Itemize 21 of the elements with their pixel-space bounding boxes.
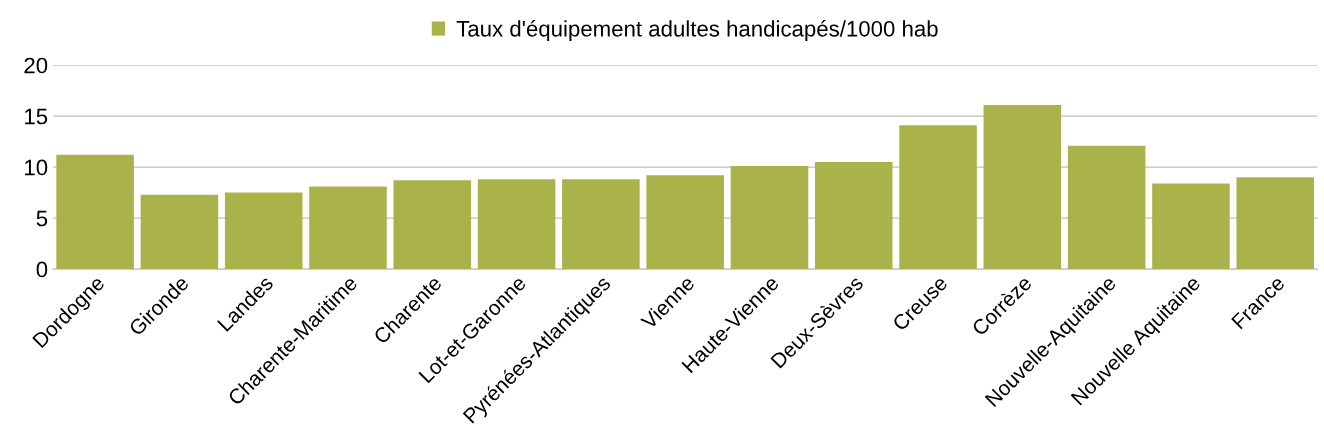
- bar: [1152, 183, 1230, 270]
- y-tick-label: 5: [36, 210, 48, 227]
- bar: [562, 179, 640, 270]
- bar: [814, 161, 893, 270]
- legend-label: Taux d'équipement adultes handicapés/1000 hab: [456, 20, 938, 42]
- bar: [646, 175, 724, 270]
- bar: [140, 194, 219, 270]
- bar: [309, 186, 387, 270]
- y-tick-label: 15: [25, 108, 48, 125]
- bar: [730, 166, 809, 270]
- bar: [224, 192, 303, 270]
- bar: [1067, 145, 1146, 270]
- y-tick-label: 20: [24, 57, 48, 74]
- bar: [983, 104, 1062, 270]
- y-tick-label: 10: [25, 159, 48, 176]
- bar: [56, 154, 134, 270]
- bar: [393, 180, 472, 270]
- bar: [899, 125, 977, 270]
- bar: [477, 179, 556, 270]
- y-tick-label: 0: [36, 261, 48, 278]
- bar: [1236, 177, 1315, 270]
